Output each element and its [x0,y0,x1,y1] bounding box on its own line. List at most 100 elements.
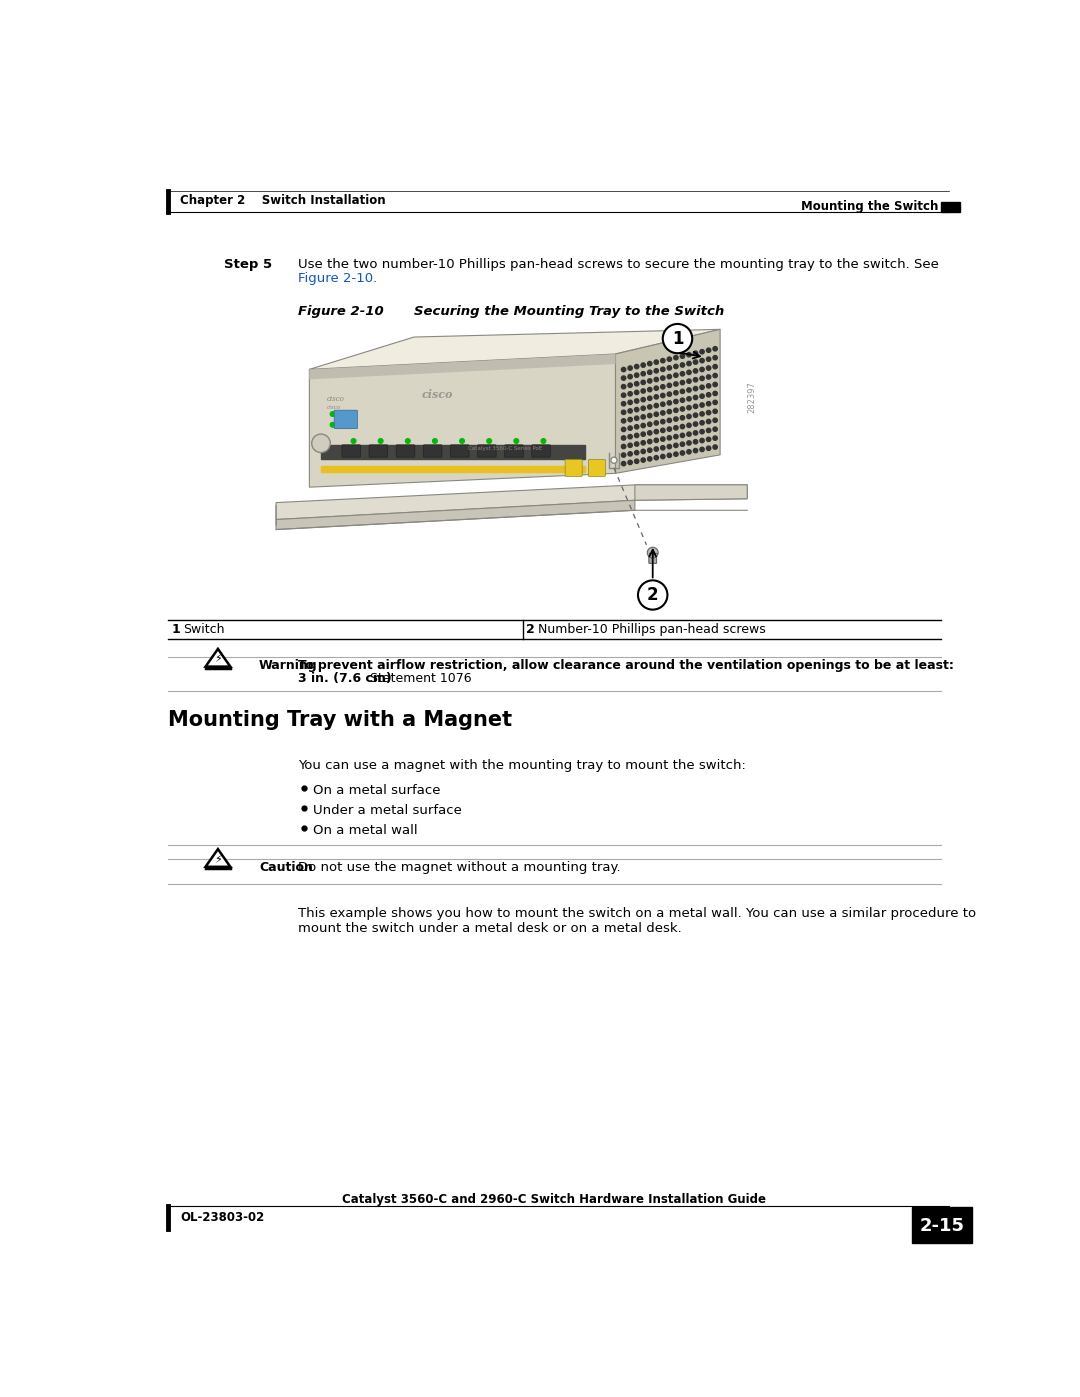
Circle shape [642,380,646,384]
Circle shape [700,447,704,451]
Circle shape [642,372,646,376]
Circle shape [693,430,698,434]
Text: 282397: 282397 [747,381,756,414]
Circle shape [693,422,698,426]
Text: This example shows you how to mount the switch on a metal wall. You can use a si: This example shows you how to mount the … [298,907,976,919]
Text: Do not use the magnet without a mounting tray.: Do not use the magnet without a mounting… [298,862,620,875]
Circle shape [674,400,678,404]
Circle shape [700,394,704,398]
Circle shape [621,411,625,415]
Circle shape [634,381,639,386]
Circle shape [654,360,659,365]
Circle shape [661,402,665,407]
Circle shape [693,351,698,355]
FancyBboxPatch shape [531,444,551,457]
Text: cisco: cisco [421,390,453,401]
Circle shape [661,411,665,415]
Circle shape [634,425,639,429]
Circle shape [700,367,704,372]
Text: Switch: Switch [183,623,225,636]
Text: 2: 2 [647,585,659,604]
Polygon shape [276,500,635,529]
Circle shape [693,369,698,373]
Polygon shape [205,849,230,866]
Circle shape [648,405,652,409]
Polygon shape [309,353,616,488]
Text: Securing the Mounting Tray to the Switch: Securing the Mounting Tray to the Switch [414,305,725,317]
Circle shape [654,420,659,425]
Bar [941,201,960,212]
Circle shape [627,451,632,455]
Text: On a metal surface: On a metal surface [313,784,441,796]
Circle shape [642,407,646,411]
Circle shape [674,408,678,412]
Circle shape [487,439,491,443]
Circle shape [674,355,678,360]
Circle shape [700,420,704,425]
Text: cisco: cisco [327,405,341,411]
Circle shape [680,425,685,429]
Circle shape [693,395,698,400]
Text: Catalyst 3560-C Series PoE: Catalyst 3560-C Series PoE [469,446,542,451]
Circle shape [680,390,685,394]
Circle shape [687,405,691,409]
Circle shape [661,359,665,363]
Circle shape [680,372,685,376]
Circle shape [674,453,678,457]
Circle shape [693,404,698,408]
FancyBboxPatch shape [369,444,388,457]
Circle shape [460,439,464,443]
Circle shape [687,370,691,374]
Circle shape [642,432,646,436]
Circle shape [667,436,672,440]
Circle shape [713,444,717,450]
Text: Figure 2-10: Figure 2-10 [298,305,383,317]
Polygon shape [205,648,230,666]
FancyBboxPatch shape [450,444,469,457]
Circle shape [634,373,639,377]
Circle shape [642,450,646,454]
Circle shape [621,401,625,407]
Text: 3 in. (7.6 cm): 3 in. (7.6 cm) [298,672,391,685]
Circle shape [661,376,665,380]
Circle shape [680,398,685,402]
Text: 2: 2 [526,623,535,636]
Text: cisco: cisco [327,394,346,402]
Circle shape [700,412,704,416]
Circle shape [627,418,632,422]
Circle shape [611,457,617,464]
Circle shape [627,409,632,414]
Circle shape [667,358,672,362]
Circle shape [706,393,711,397]
Circle shape [706,374,711,379]
Circle shape [654,404,659,408]
Circle shape [647,548,658,557]
Circle shape [693,448,698,453]
Text: To prevent airflow restriction, allow clearance around the ventilation openings : To prevent airflow restriction, allow cl… [298,659,954,672]
Circle shape [663,324,692,353]
Circle shape [700,386,704,390]
Text: 1: 1 [172,623,180,636]
Circle shape [706,348,711,352]
Circle shape [680,363,685,367]
Circle shape [621,384,625,388]
Circle shape [648,414,652,418]
Circle shape [661,437,665,441]
Text: You can use a magnet with the mounting tray to mount the switch:: You can use a magnet with the mounting t… [298,759,745,773]
Circle shape [680,441,685,446]
Circle shape [627,426,632,430]
Circle shape [713,427,717,432]
Circle shape [693,414,698,418]
Circle shape [667,383,672,387]
Circle shape [693,387,698,391]
Circle shape [638,580,667,609]
Text: Mounting the Switch: Mounting the Switch [801,200,939,214]
Circle shape [693,360,698,365]
Circle shape [642,423,646,427]
Circle shape [713,418,717,422]
Circle shape [648,430,652,434]
Circle shape [700,439,704,443]
Circle shape [693,440,698,444]
Text: Caution: Caution [259,862,313,875]
Circle shape [661,419,665,423]
